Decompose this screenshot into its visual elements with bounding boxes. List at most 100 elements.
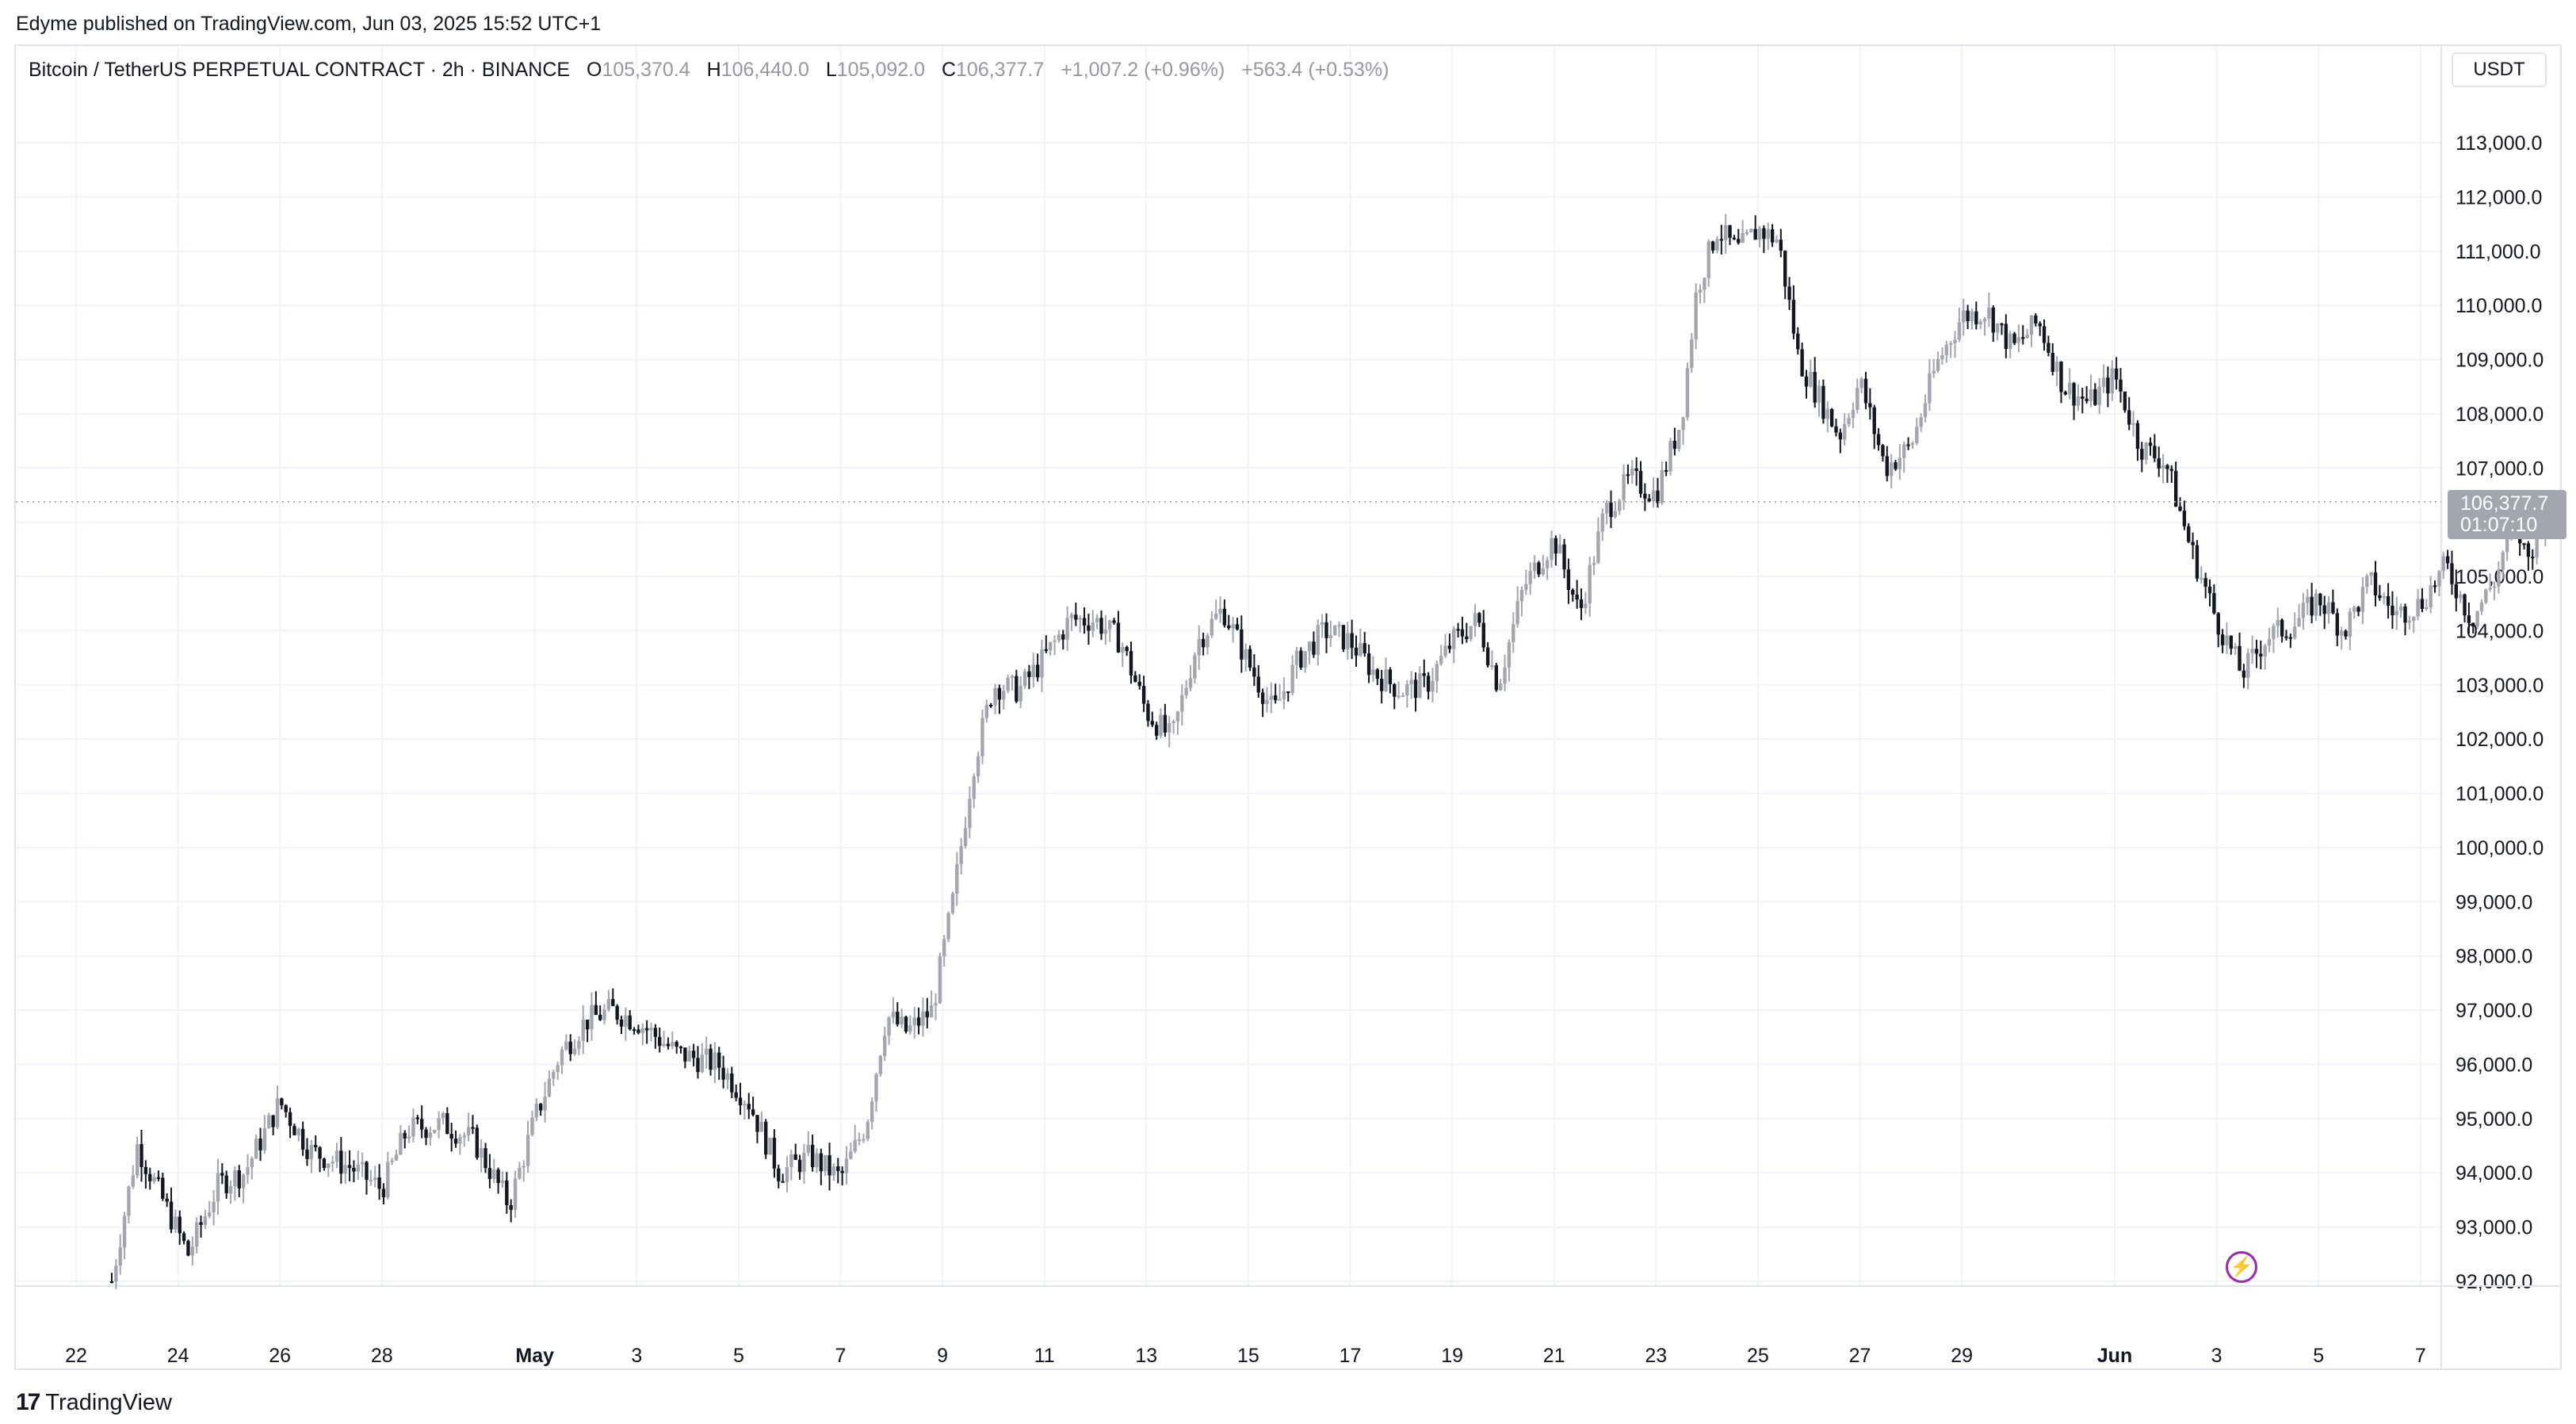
candle-body bbox=[284, 1104, 288, 1112]
y-tick-label: 104,000.0 bbox=[2456, 620, 2544, 642]
candle-body bbox=[2292, 626, 2297, 638]
candle-body bbox=[246, 1167, 250, 1175]
candle-body bbox=[2386, 595, 2391, 606]
candle-body bbox=[1634, 468, 1638, 471]
candle-body bbox=[2348, 611, 2352, 637]
candle-body bbox=[339, 1150, 343, 1174]
candle-body bbox=[730, 1074, 734, 1093]
candle-body bbox=[636, 1029, 640, 1033]
candle-body bbox=[1188, 678, 1193, 688]
candle-body bbox=[1796, 333, 1800, 350]
candle-body bbox=[390, 1160, 394, 1162]
candle-body bbox=[2284, 636, 2288, 638]
candle-body bbox=[1346, 633, 1350, 649]
candle-body bbox=[2505, 527, 2509, 553]
candle-body bbox=[2157, 458, 2161, 469]
candle-body bbox=[2463, 594, 2467, 616]
candle-body bbox=[1171, 721, 1175, 724]
candle-body bbox=[2306, 596, 2310, 603]
candle-body bbox=[590, 1005, 594, 1030]
candle-body bbox=[462, 1135, 466, 1138]
candle-body bbox=[386, 1162, 390, 1198]
candle-body bbox=[228, 1186, 233, 1194]
candle-body bbox=[1554, 538, 1558, 554]
currency-button[interactable]: USDT bbox=[2452, 52, 2547, 87]
candle-body bbox=[2425, 607, 2429, 610]
candle-body bbox=[2416, 599, 2420, 617]
candle-body bbox=[904, 1016, 908, 1032]
candle-body bbox=[500, 1180, 505, 1183]
x-tick-label: 19 bbox=[1441, 1345, 1463, 1367]
candle-body bbox=[2398, 606, 2403, 611]
candle-body bbox=[483, 1148, 487, 1169]
candle-body bbox=[1231, 624, 1235, 629]
x-tick-label: 9 bbox=[937, 1345, 948, 1367]
candle-body bbox=[1783, 251, 1787, 287]
candle-body bbox=[1604, 502, 1609, 514]
candle-body bbox=[1507, 641, 1512, 668]
candle-body bbox=[1978, 321, 1982, 324]
candle-body bbox=[1515, 601, 1519, 624]
candle-body bbox=[1868, 403, 1872, 408]
candle-body bbox=[662, 1043, 666, 1047]
candle-body bbox=[980, 718, 984, 756]
candle-body bbox=[1987, 307, 1991, 319]
candle-body bbox=[2526, 543, 2531, 557]
candle-body bbox=[640, 1028, 645, 1033]
candle-body bbox=[190, 1246, 195, 1256]
candle-body bbox=[267, 1115, 271, 1128]
x-tick-label: 7 bbox=[835, 1345, 847, 1367]
candle-body bbox=[2356, 607, 2360, 612]
candle-body bbox=[2437, 571, 2441, 587]
symbol-title[interactable]: Bitcoin / TetherUS PERPETUAL CONTRACT · … bbox=[29, 59, 571, 81]
candle-body bbox=[857, 1139, 862, 1141]
candle-body bbox=[1082, 618, 1087, 626]
candle-body bbox=[1948, 343, 1953, 345]
candle-body bbox=[2501, 552, 2505, 570]
candle-body bbox=[2216, 613, 2220, 635]
candle-body bbox=[1524, 584, 1528, 590]
y-tick-label: 103,000.0 bbox=[2456, 675, 2544, 697]
candle-body bbox=[2008, 333, 2012, 350]
candle-body bbox=[2394, 611, 2398, 616]
candle-body bbox=[2182, 511, 2187, 526]
y-tick-label: 93,000.0 bbox=[2456, 1217, 2532, 1239]
candle-body bbox=[734, 1092, 738, 1098]
close-value: 106,377.7 bbox=[956, 59, 1045, 81]
candle-body bbox=[1431, 681, 1435, 692]
candle-body bbox=[1757, 228, 1762, 240]
candle-body bbox=[318, 1147, 322, 1159]
candle-body bbox=[1885, 456, 1889, 477]
x-tick-label: 28 bbox=[371, 1345, 393, 1367]
candle-body bbox=[1015, 676, 1019, 702]
candle-body bbox=[1910, 442, 1915, 445]
candle-body bbox=[2318, 593, 2322, 606]
candle-body bbox=[1375, 669, 1379, 679]
candle-body bbox=[2123, 391, 2127, 411]
candle-body bbox=[869, 1101, 874, 1123]
candle-body bbox=[2085, 398, 2089, 401]
candle-body bbox=[1040, 649, 1044, 678]
candle-body bbox=[988, 704, 993, 706]
candle-body bbox=[343, 1165, 347, 1174]
candle-body bbox=[292, 1126, 296, 1135]
candle-body bbox=[224, 1175, 228, 1194]
candle-body bbox=[1566, 569, 1571, 590]
candle-body bbox=[1762, 228, 1766, 239]
candle-body bbox=[2365, 576, 2369, 588]
candle-body bbox=[1936, 358, 1940, 371]
tradingview-logo[interactable]: 17 TradingView bbox=[16, 1389, 172, 1416]
candle-body bbox=[700, 1055, 705, 1073]
candle-body bbox=[419, 1119, 424, 1130]
candle-body bbox=[2144, 442, 2148, 460]
candle-body bbox=[1405, 683, 1409, 696]
lightning-icon[interactable]: ⚡ bbox=[2226, 1251, 2257, 1283]
x-tick-label: 5 bbox=[2313, 1345, 2324, 1367]
candle-body bbox=[1159, 714, 1163, 736]
candle-body bbox=[2450, 563, 2454, 584]
candle-body bbox=[2445, 556, 2450, 564]
symbol-legend: Bitcoin / TetherUS PERPETUAL CONTRACT · … bbox=[29, 59, 1389, 82]
candle-body bbox=[1490, 665, 1494, 668]
candle-body bbox=[916, 1017, 921, 1026]
